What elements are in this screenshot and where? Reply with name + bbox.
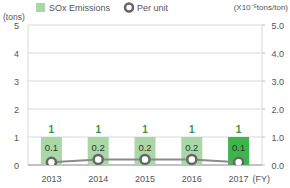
data-label: 0.1	[45, 142, 58, 153]
chart: 0 1 2 3 4 5 0.0 1.0 2.0 3.0 4.0 5.0 (tons) (X10⁻⁵tons…	[0, 0, 290, 188]
marker	[47, 158, 56, 165]
marker	[187, 155, 196, 164]
data-label: 0.2	[138, 142, 151, 153]
y2-tick-label: 2.0	[271, 105, 284, 115]
y2-tick-label: 0.0	[271, 161, 284, 171]
labels: 1 1 1 1 1 0.1 0.2 0.2 0.2 0.1	[45, 124, 245, 153]
legend-label: Per unit	[137, 3, 169, 13]
x-tick-label: 2017	[229, 174, 249, 184]
y2-tick-label: 1.0	[271, 133, 284, 143]
grid-line	[28, 53, 262, 54]
y-tick-label: 1	[14, 133, 19, 143]
legend-swatch	[125, 4, 133, 12]
y2-tick-label: 3.0	[271, 77, 284, 87]
marker	[94, 155, 103, 164]
y-tick-label: 4	[14, 49, 19, 59]
bar	[135, 137, 156, 165]
y-tick-label: 0	[14, 161, 19, 171]
marker	[141, 155, 150, 164]
legend-label: SOx Emissions	[49, 3, 111, 13]
x-tick-label: 2014	[88, 174, 108, 184]
x-tick-label: 2015	[135, 174, 155, 184]
data-label: 0.2	[92, 142, 105, 153]
y-tick-label: 3	[14, 77, 19, 87]
grid-line	[28, 81, 262, 82]
y-axis-label: (tons)	[3, 12, 25, 22]
x-axis-label: (FY)	[253, 174, 271, 184]
x-tick-label: 2016	[182, 174, 202, 184]
y-tick-label: 2	[14, 105, 19, 115]
grid-line	[28, 109, 262, 110]
y-tick-label: 5	[14, 21, 19, 31]
y2-axis-label: (X10⁻⁵tons/ton)	[234, 3, 289, 12]
data-label: 1	[142, 124, 148, 135]
data-label: 1	[236, 124, 242, 135]
y2-axis	[262, 25, 263, 165]
marks	[41, 137, 249, 165]
data-label: 1	[95, 124, 101, 135]
grid-line	[28, 25, 262, 26]
legend: SOx Emissions Per unit	[36, 3, 169, 13]
marker	[234, 158, 243, 165]
data-label: 1	[49, 124, 55, 135]
y2-tick-label: 5.0	[271, 21, 284, 31]
x-tick-label: 2013	[41, 174, 61, 184]
data-label: 0.2	[185, 142, 198, 153]
legend-swatch	[36, 3, 45, 12]
data-label: 0.1	[232, 142, 245, 153]
y2-tick-label: 4.0	[271, 49, 284, 59]
y-axis	[28, 25, 29, 165]
data-label: 1	[189, 124, 195, 135]
